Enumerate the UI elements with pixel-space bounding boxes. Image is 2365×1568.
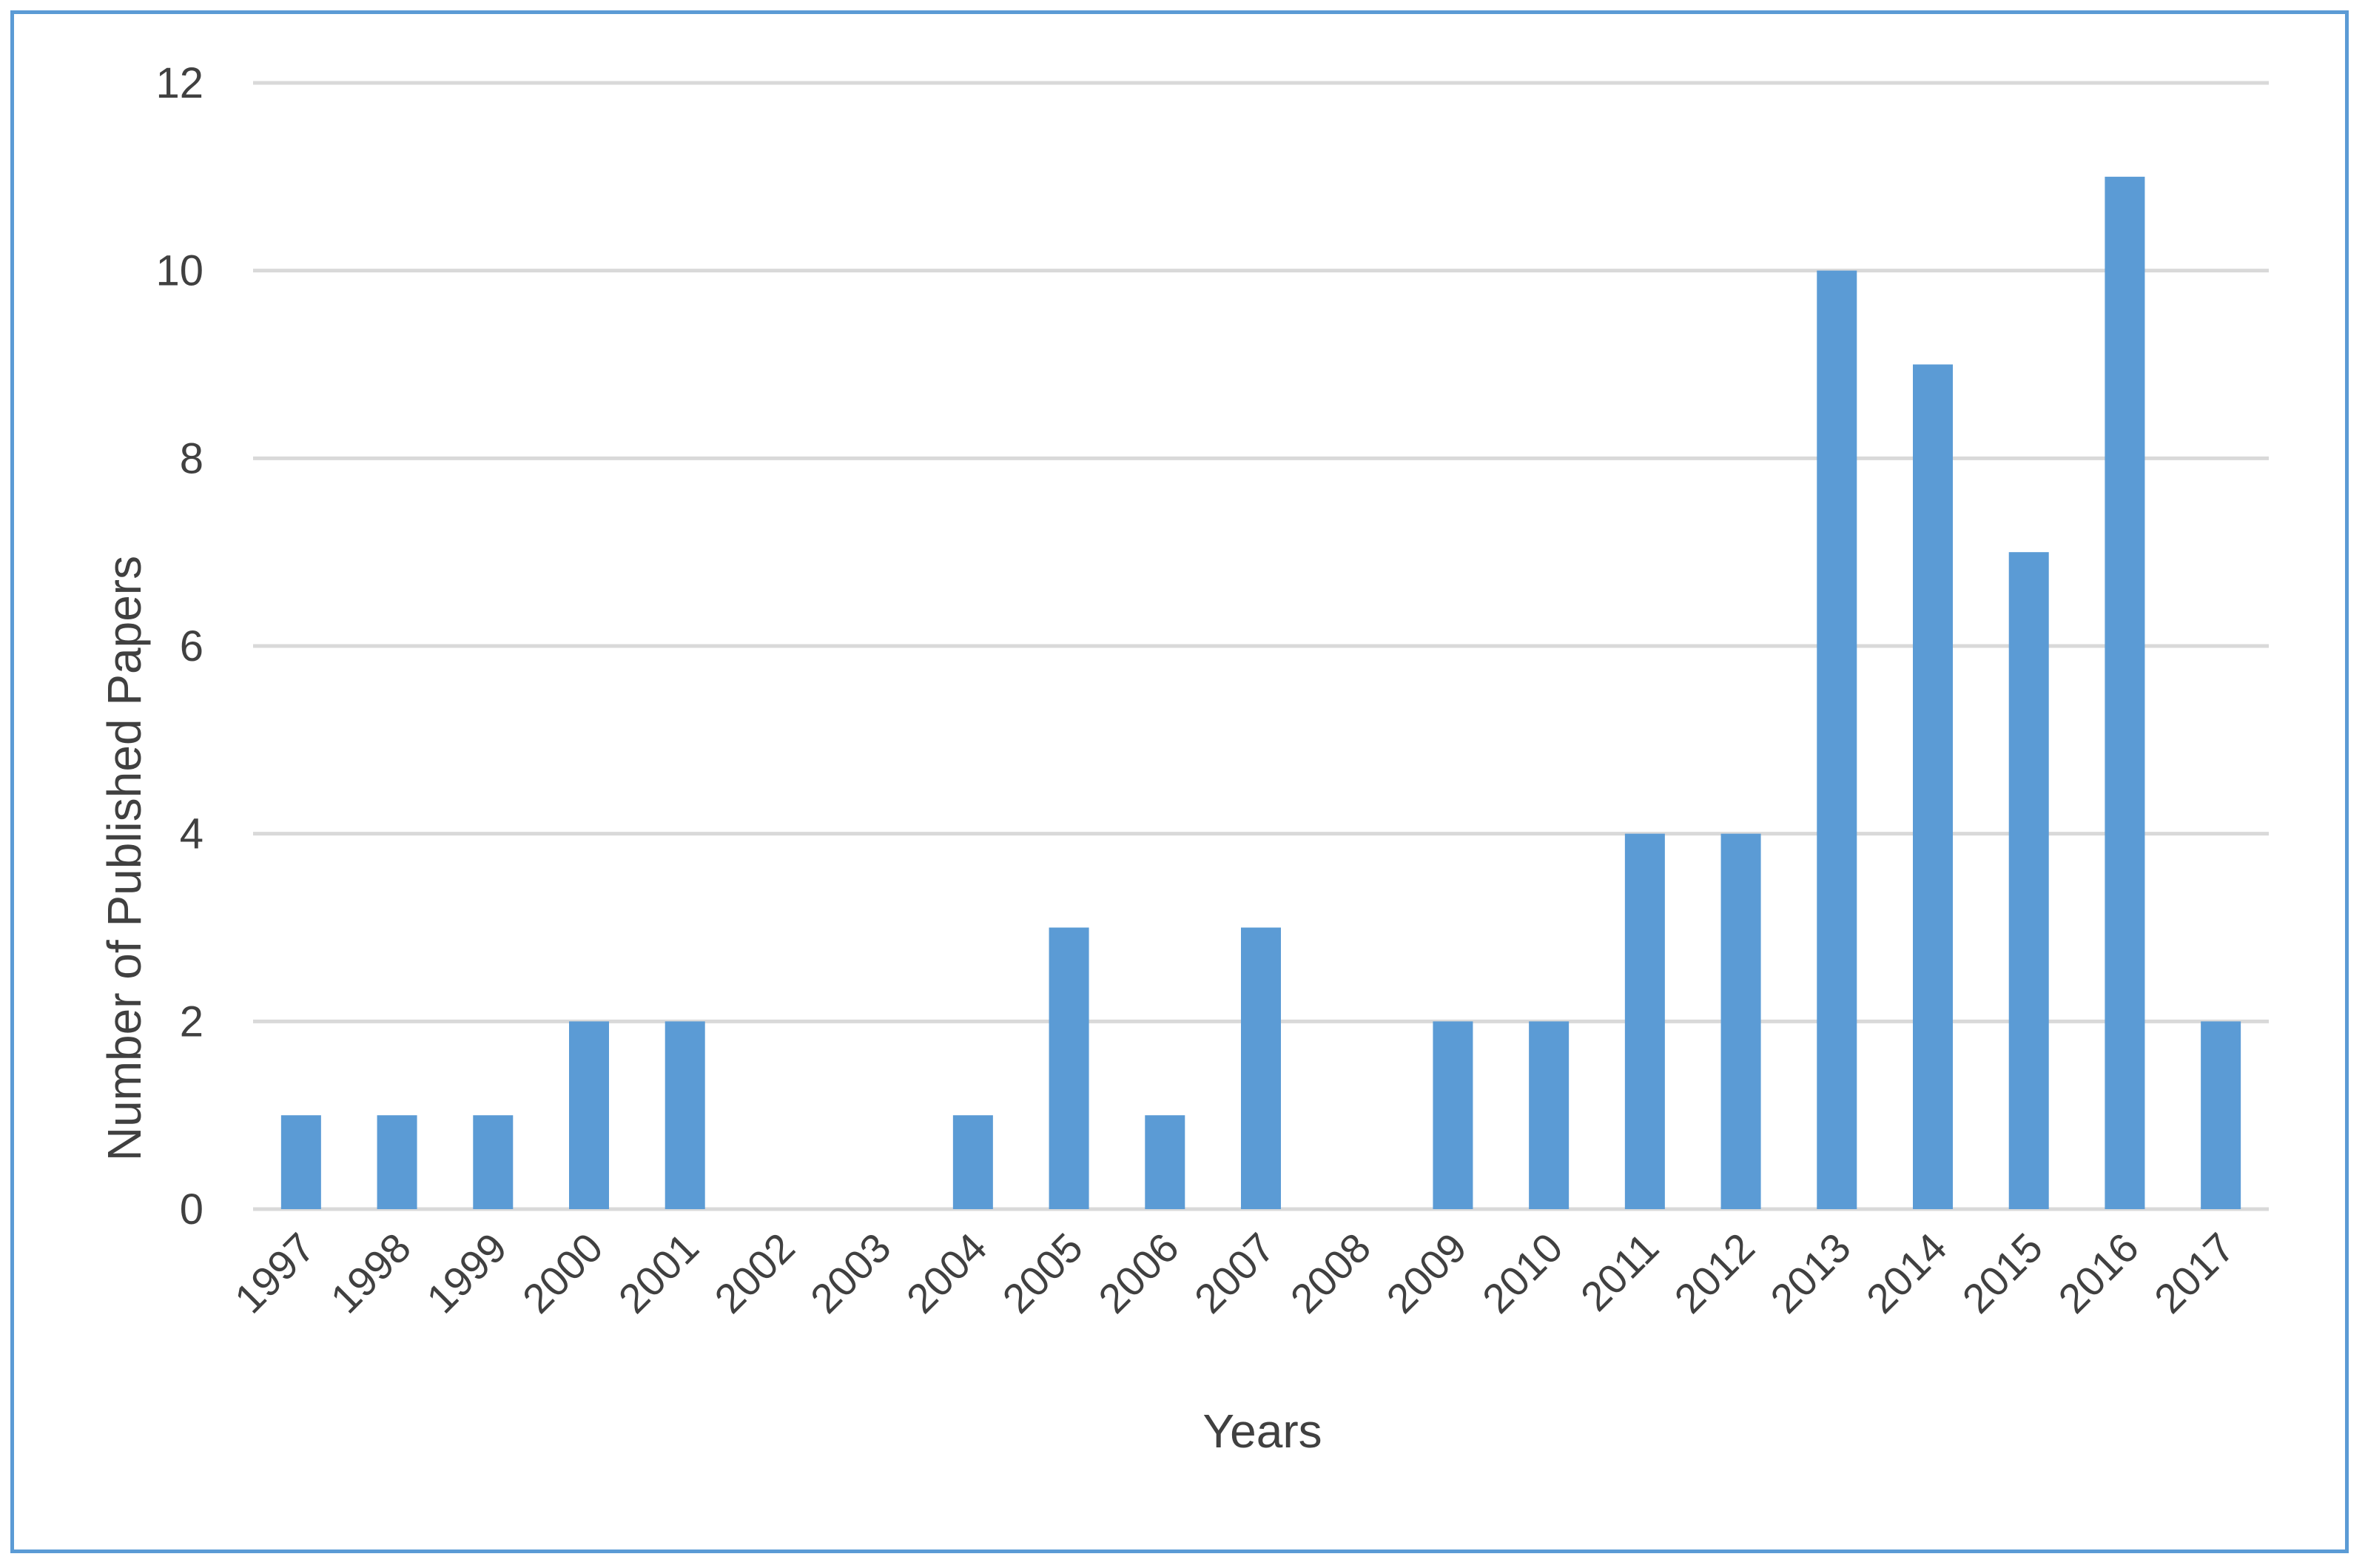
y-tick-label: 0 (180, 1185, 203, 1234)
bar-2011 (1624, 833, 1665, 1209)
x-tick-label: 2016 (2049, 1224, 2147, 1322)
bar-2000 (569, 1021, 609, 1209)
y-tick-label: 2 (180, 997, 203, 1046)
y-tick-label: 4 (180, 810, 203, 858)
bar-1997 (280, 1115, 321, 1209)
x-tick-label: 2012 (1665, 1224, 1763, 1322)
bar-2012 (1720, 833, 1761, 1209)
bar-2017 (2201, 1021, 2241, 1209)
x-tick-label: 2002 (705, 1224, 804, 1322)
bar-2005 (1049, 927, 1089, 1209)
bar-1998 (377, 1115, 417, 1209)
y-tick-label: 8 (180, 434, 203, 482)
x-tick-label: 2006 (1089, 1224, 1188, 1322)
bar-2006 (1145, 1115, 1185, 1209)
bar-2016 (2105, 176, 2145, 1209)
bar-2013 (1817, 270, 1857, 1210)
bars (280, 176, 2241, 1210)
x-tick-label: 2013 (1761, 1224, 1860, 1322)
y-axis-title: Number of Published Papers (98, 556, 151, 1161)
bar-2010 (1529, 1021, 1570, 1209)
x-tick-label: 2001 (610, 1224, 708, 1322)
y-tick-label: 6 (180, 622, 203, 670)
x-tick-label: 1999 (417, 1224, 516, 1322)
bar-2001 (665, 1021, 705, 1209)
bar-1999 (473, 1115, 514, 1209)
x-tick-label: 2000 (514, 1224, 612, 1322)
x-tick-label: 2004 (898, 1224, 996, 1322)
y-tick-label: 12 (155, 59, 203, 107)
bar-2004 (952, 1115, 993, 1209)
x-tick-label: 2009 (1377, 1224, 1476, 1322)
x-tick-label: 2015 (1954, 1224, 2052, 1322)
chart-frame (10, 10, 2349, 1553)
x-tick-label: 2017 (2145, 1224, 2244, 1322)
bar-2014 (1913, 364, 1953, 1209)
bar-2015 (2008, 552, 2049, 1209)
x-tick-labels: 1997199819992000200120022003200420052006… (226, 1224, 2244, 1322)
x-tick-label: 2011 (1572, 1224, 1668, 1320)
y-tick-label: 10 (155, 247, 203, 295)
x-tick-label: 2007 (1185, 1224, 1284, 1322)
y-tick-labels: 0 2 4 6 8 10 12 (155, 59, 203, 1234)
x-tick-label: 2008 (1282, 1224, 1380, 1322)
x-tick-label: 1998 (321, 1224, 420, 1322)
x-tick-label: 2003 (801, 1224, 900, 1322)
x-tick-label: 2005 (993, 1224, 1091, 1322)
bar-2007 (1241, 927, 1281, 1209)
x-tick-label: 2010 (1473, 1224, 1572, 1322)
x-axis-title: Years (1202, 1404, 1322, 1458)
x-tick-label: 1997 (226, 1224, 324, 1322)
bar-2009 (1433, 1021, 1473, 1209)
x-tick-label: 2014 (1857, 1224, 1956, 1322)
